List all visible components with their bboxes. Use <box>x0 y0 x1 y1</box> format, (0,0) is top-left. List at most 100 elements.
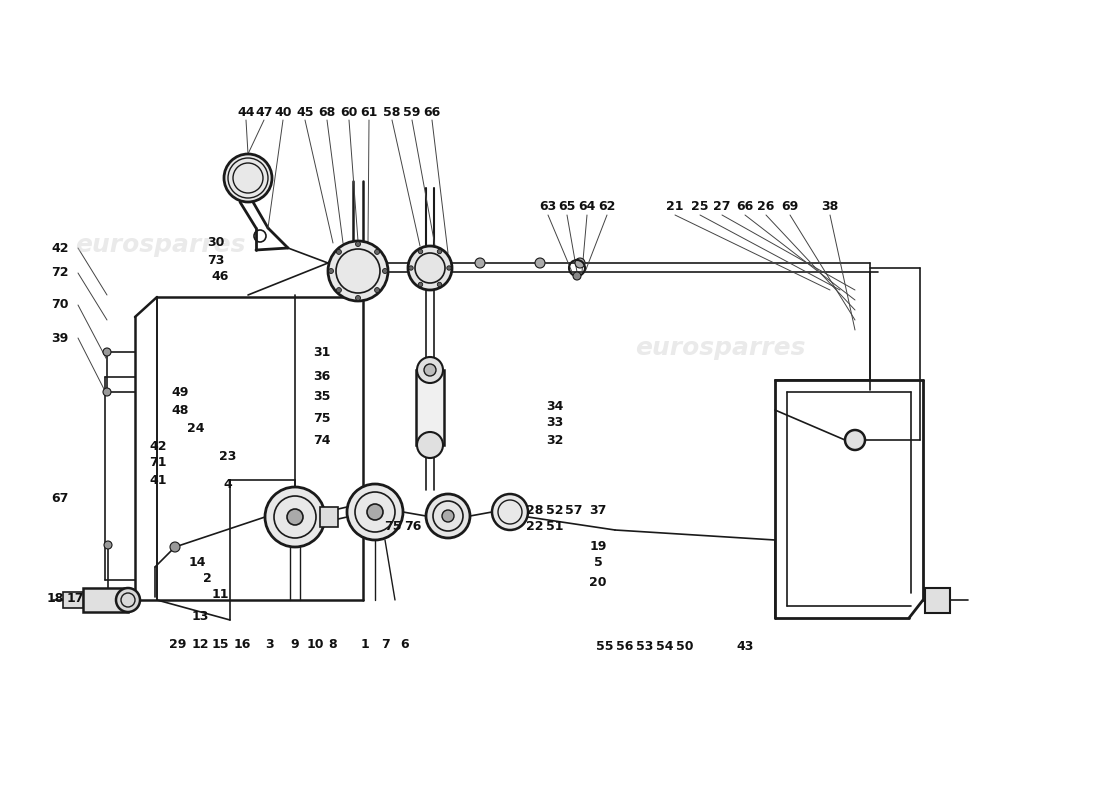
Circle shape <box>103 348 111 356</box>
Bar <box>416 370 444 445</box>
Circle shape <box>424 364 436 376</box>
Text: 6: 6 <box>400 638 409 651</box>
Circle shape <box>287 509 303 525</box>
Text: 1: 1 <box>361 638 370 651</box>
Text: 23: 23 <box>219 450 236 463</box>
Text: 39: 39 <box>52 331 68 345</box>
Text: 14: 14 <box>188 555 206 569</box>
Text: 54: 54 <box>657 641 673 654</box>
Circle shape <box>329 269 333 274</box>
Text: 18: 18 <box>46 591 64 605</box>
Circle shape <box>104 541 112 549</box>
Circle shape <box>438 282 442 286</box>
Text: 2: 2 <box>202 571 211 585</box>
Text: 51: 51 <box>547 521 563 534</box>
Circle shape <box>492 494 528 530</box>
Bar <box>63 592 82 608</box>
Circle shape <box>475 258 485 268</box>
Circle shape <box>426 494 470 538</box>
Text: 45: 45 <box>296 106 314 119</box>
Text: 72: 72 <box>52 266 68 279</box>
Text: 9: 9 <box>290 638 299 651</box>
Text: 67: 67 <box>52 491 68 505</box>
Circle shape <box>575 258 585 268</box>
Text: 34: 34 <box>547 401 563 414</box>
Text: eurosparres: eurosparres <box>75 233 245 257</box>
Circle shape <box>103 388 111 396</box>
Text: 43: 43 <box>736 641 754 654</box>
Text: 25: 25 <box>691 201 708 214</box>
Text: 28: 28 <box>526 503 543 517</box>
Text: 58: 58 <box>383 106 400 119</box>
Circle shape <box>367 504 383 520</box>
Text: 12: 12 <box>191 638 209 651</box>
Text: 27: 27 <box>713 201 730 214</box>
Circle shape <box>447 266 451 270</box>
Text: 61: 61 <box>361 106 377 119</box>
Circle shape <box>328 241 388 301</box>
Circle shape <box>346 484 403 540</box>
Text: 17: 17 <box>66 591 84 605</box>
Text: 57: 57 <box>565 503 583 517</box>
Circle shape <box>355 242 361 246</box>
Text: 47: 47 <box>255 106 273 119</box>
Text: 68: 68 <box>318 106 336 119</box>
Circle shape <box>337 250 341 254</box>
Text: 48: 48 <box>172 403 189 417</box>
Text: 46: 46 <box>211 270 229 283</box>
Text: 40: 40 <box>274 106 292 119</box>
Circle shape <box>375 287 379 293</box>
Text: 13: 13 <box>191 610 209 623</box>
Text: 55: 55 <box>596 641 614 654</box>
Text: 20: 20 <box>590 575 607 589</box>
Text: 26: 26 <box>757 201 774 214</box>
Circle shape <box>375 250 379 254</box>
Text: 3: 3 <box>266 638 274 651</box>
Text: 60: 60 <box>340 106 358 119</box>
Text: 69: 69 <box>781 201 799 214</box>
Text: 16: 16 <box>233 638 251 651</box>
Text: 63: 63 <box>539 201 557 214</box>
Text: 76: 76 <box>405 521 421 534</box>
Circle shape <box>265 487 324 547</box>
Text: 4: 4 <box>223 478 232 491</box>
Bar <box>925 588 950 613</box>
Circle shape <box>355 295 361 301</box>
Circle shape <box>418 250 422 254</box>
Circle shape <box>383 269 387 274</box>
Text: 19: 19 <box>590 541 607 554</box>
Text: 36: 36 <box>314 370 331 383</box>
Text: 38: 38 <box>822 201 838 214</box>
Text: 70: 70 <box>52 298 68 311</box>
Circle shape <box>845 430 865 450</box>
Text: eurosparres: eurosparres <box>635 336 805 360</box>
Text: 44: 44 <box>238 106 255 119</box>
Text: 11: 11 <box>211 589 229 602</box>
Circle shape <box>418 282 422 286</box>
Text: 8: 8 <box>329 638 338 651</box>
Text: 33: 33 <box>547 417 563 430</box>
Text: 75: 75 <box>384 521 402 534</box>
Text: 7: 7 <box>381 638 389 651</box>
Circle shape <box>417 432 443 458</box>
Text: 62: 62 <box>598 201 616 214</box>
Text: 35: 35 <box>314 390 331 403</box>
Text: 49: 49 <box>172 386 189 399</box>
Text: 64: 64 <box>579 201 596 214</box>
Text: 59: 59 <box>404 106 420 119</box>
Text: 31: 31 <box>314 346 331 358</box>
Text: 37: 37 <box>590 503 607 517</box>
Text: 32: 32 <box>547 434 563 446</box>
Circle shape <box>408 246 452 290</box>
Text: 42: 42 <box>150 441 167 454</box>
Circle shape <box>535 258 544 268</box>
Text: 24: 24 <box>187 422 205 434</box>
Text: 66: 66 <box>424 106 441 119</box>
Text: 5: 5 <box>594 557 603 570</box>
Text: 42: 42 <box>52 242 68 254</box>
Text: 29: 29 <box>169 638 187 651</box>
Text: 56: 56 <box>616 641 634 654</box>
Text: 65: 65 <box>559 201 575 214</box>
Text: 73: 73 <box>207 254 224 266</box>
Text: 41: 41 <box>150 474 167 486</box>
